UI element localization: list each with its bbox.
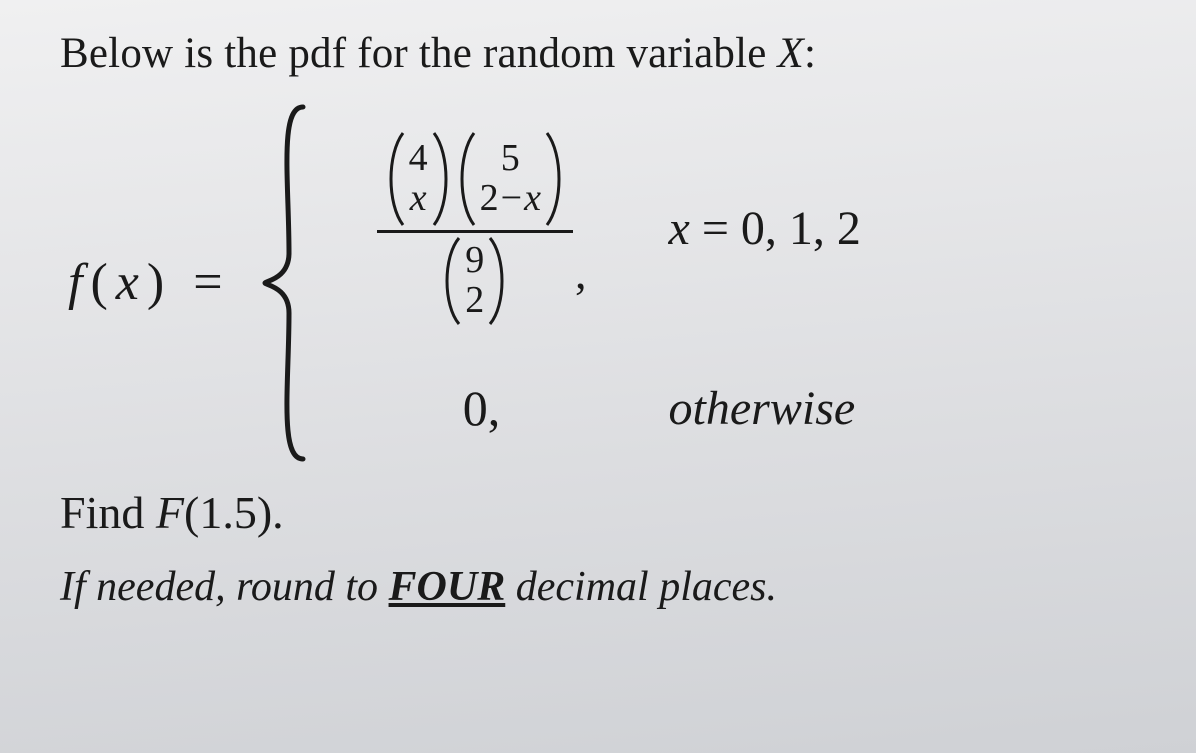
- binom1-top: 4: [409, 139, 428, 179]
- case2-value: 0,: [463, 379, 501, 437]
- equals-sign: =: [193, 254, 222, 311]
- find-arg: 1.5: [199, 487, 257, 538]
- piecewise: 4 x: [259, 103, 861, 463]
- left-brace: [259, 103, 313, 463]
- cond-var: x: [669, 202, 690, 255]
- find-F: F: [156, 487, 184, 538]
- note-suffix: decimal places.: [505, 564, 777, 610]
- den-top: 9: [465, 241, 484, 281]
- cond-eq: =: [690, 202, 741, 255]
- fraction: 4 x: [377, 128, 573, 329]
- numerator: 4 x: [377, 128, 573, 230]
- note-emph: FOUR: [389, 564, 506, 610]
- binom1-bot: x: [410, 179, 427, 219]
- binom2-top: 5: [501, 139, 520, 179]
- intro-prefix: Below is the pdf for the random variable: [60, 30, 778, 77]
- formula-lhs: f(x) =: [68, 253, 231, 312]
- paren-right: [486, 235, 508, 327]
- intro-variable: X: [778, 30, 804, 77]
- binom-1: 4 x: [385, 130, 452, 228]
- formula: f(x) =: [60, 98, 1146, 468]
- binom-den: 9 2: [441, 235, 508, 327]
- problem-page: Below is the pdf for the random variable…: [0, 0, 1196, 753]
- cases: 4 x: [313, 103, 861, 463]
- case-1: 4 x: [317, 128, 861, 329]
- paren-right: [430, 130, 452, 228]
- find-open: (: [184, 487, 199, 538]
- find-close: ): [257, 487, 272, 538]
- lhs-arg: x: [116, 254, 139, 311]
- den-bot: 2: [465, 281, 484, 321]
- case2-condition: otherwise: [669, 381, 856, 436]
- paren-left: [456, 130, 478, 228]
- binom2-col: 5 2−x: [478, 135, 543, 223]
- case1-condition: x = 0, 1, 2: [669, 201, 861, 256]
- paren-left: [385, 130, 407, 228]
- find-prefix: Find: [60, 487, 156, 538]
- binom-2: 5 2−x: [456, 130, 565, 228]
- case1-expression: 4 x: [317, 128, 647, 329]
- binom1-col: 4 x: [407, 135, 430, 223]
- lhs-f: f: [68, 254, 82, 311]
- case-2: 0, otherwise: [317, 379, 861, 437]
- case2-expression: 0,: [317, 379, 647, 437]
- binom-den-col: 9 2: [463, 237, 486, 325]
- find-line: Find F(1.5).: [60, 486, 1146, 539]
- note-prefix: If needed, round to: [60, 564, 389, 610]
- intro-suffix: :: [804, 30, 816, 77]
- intro-text: Below is the pdf for the random variable…: [60, 28, 1146, 80]
- case1-comma: ,: [575, 246, 587, 329]
- paren-right: [543, 130, 565, 228]
- find-period: .: [272, 487, 284, 538]
- paren-left: [441, 235, 463, 327]
- binom2-bot: 2−x: [480, 179, 541, 219]
- note-line: If needed, round to FOUR decimal places.: [60, 563, 1146, 611]
- lhs-open-paren: (: [90, 254, 107, 311]
- cond-vals: 0, 1, 2: [741, 202, 861, 255]
- lhs-close-paren: ): [147, 254, 164, 311]
- denominator: 9 2: [433, 233, 516, 329]
